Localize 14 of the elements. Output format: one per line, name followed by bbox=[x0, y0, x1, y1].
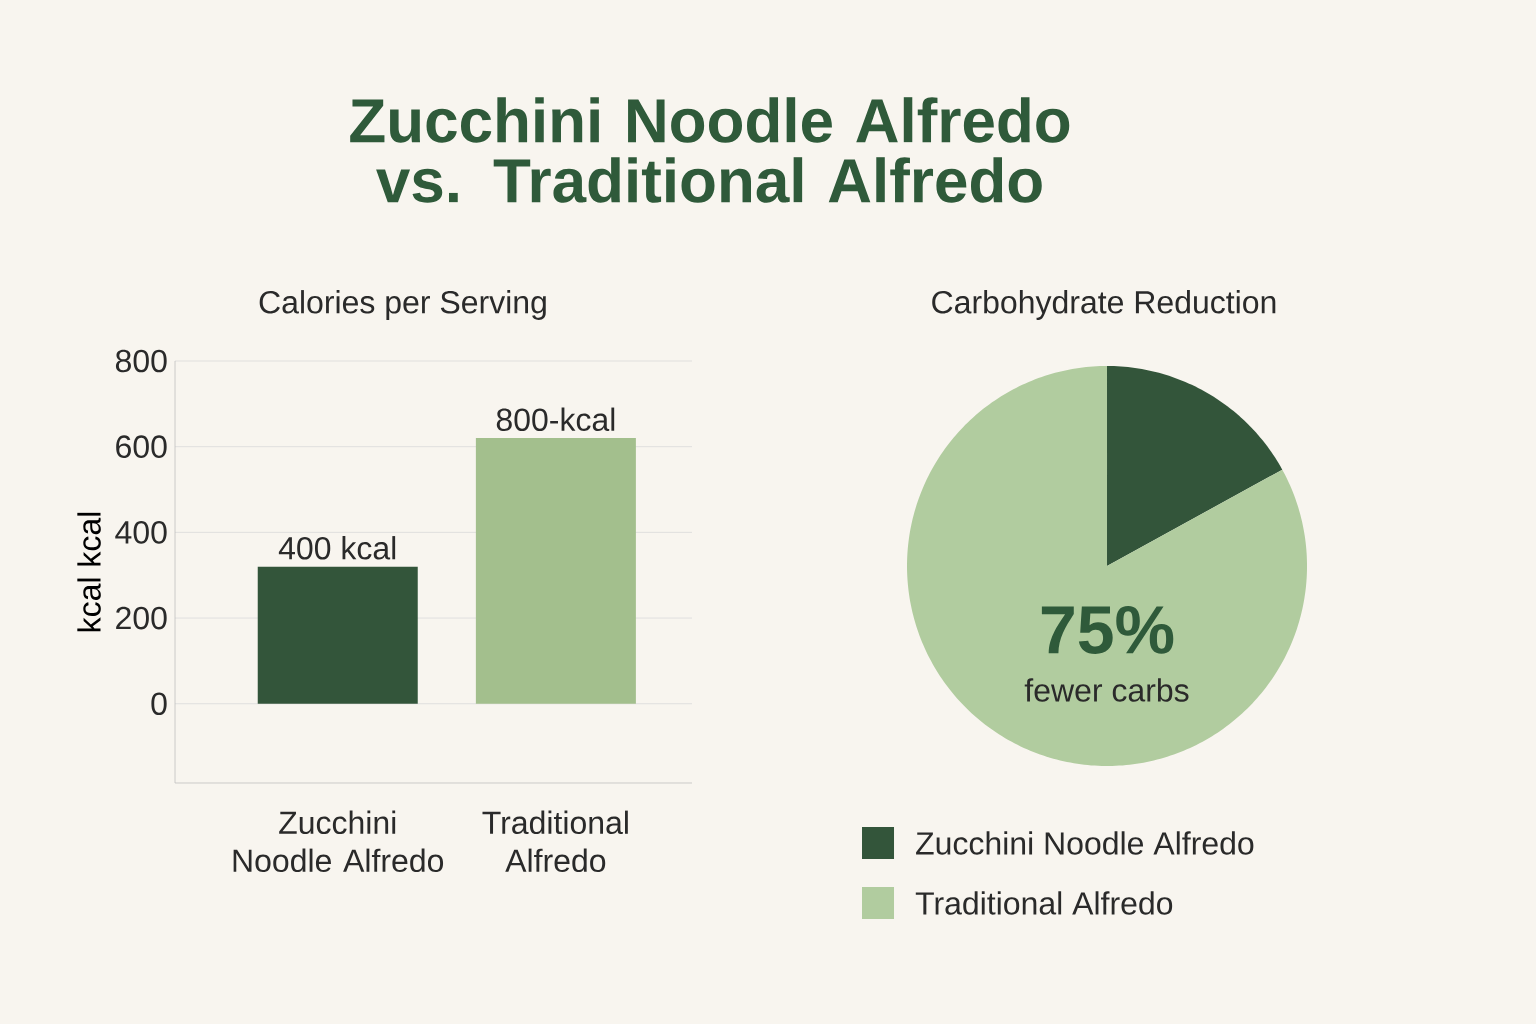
y-tick-label: 600 bbox=[116, 435, 167, 458]
y-tick-label: 200 bbox=[116, 606, 167, 630]
y-axis-title: kcal kcal bbox=[77, 512, 101, 632]
text: 75% bbox=[1041, 606, 1174, 654]
chart-title: Carbohydrate Reduction bbox=[932, 290, 1276, 320]
legend-label: Traditional Alfredo bbox=[915, 891, 1173, 915]
y-tick-label: 0 bbox=[151, 692, 167, 716]
annotation: 800-kcal bbox=[496, 407, 615, 432]
chart-title: Zucchini Noodle Alfredo vs. Traditional Alfredo bbox=[350, 97, 1070, 203]
text: fewer carbs bbox=[1024, 678, 1189, 702]
chart-subtitle: Calories per Serving bbox=[259, 290, 546, 320]
y-tick-label: 800 bbox=[115, 349, 167, 373]
annotation: 400 kcal bbox=[278, 536, 396, 560]
y-tick-label: 400 bbox=[115, 521, 167, 544]
